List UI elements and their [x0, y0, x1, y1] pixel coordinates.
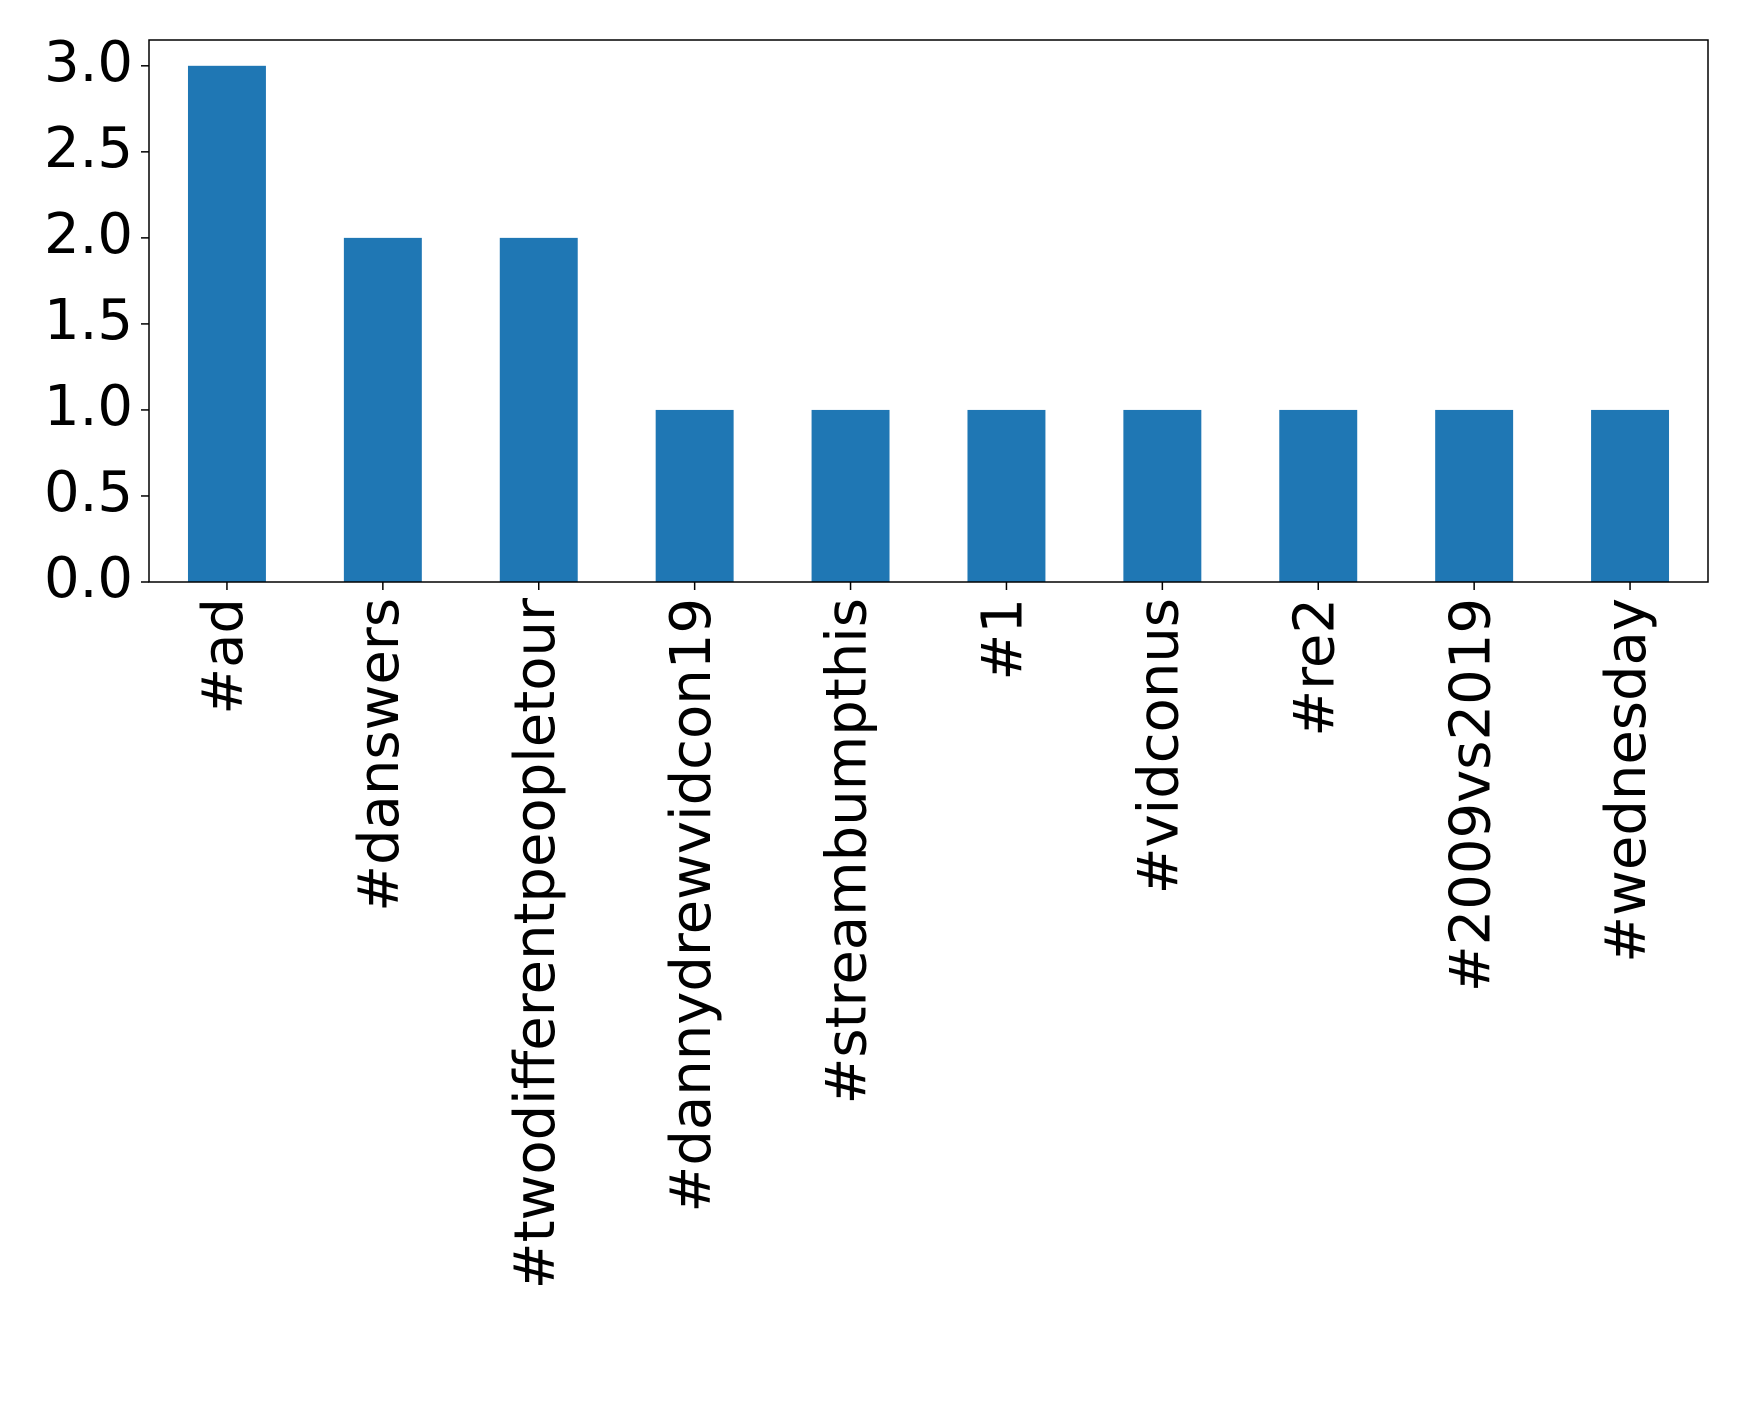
y-tick-label: 2.0 [44, 202, 133, 267]
x-tick-label: #2009vs2019 [1438, 598, 1503, 992]
y-tick-label: 2.5 [44, 116, 133, 181]
bar [1123, 409, 1202, 582]
bar [967, 409, 1046, 582]
bar [1591, 409, 1670, 582]
x-tick-label: #vidconus [1126, 598, 1191, 894]
x-tick-label: #1 [971, 598, 1036, 681]
bar [811, 409, 890, 582]
x-tick-label: #twodifferentpeopletour [503, 597, 568, 1289]
plot-frame [148, 39, 1709, 583]
y-tick-label: 0.5 [44, 460, 133, 525]
y-tick-label: 0.0 [44, 546, 133, 611]
x-tick-label: #streambumpthis [815, 598, 880, 1104]
y-tick-label: 1.5 [44, 288, 133, 353]
x-tick-label: #re2 [1282, 598, 1347, 737]
x-tick-label: #dannydrewvidcon19 [659, 598, 724, 1213]
x-tick-label: #wednesday [1594, 598, 1659, 963]
x-tick-label: #danswers [347, 598, 412, 912]
x-tick-label: #ad [191, 598, 256, 715]
bar [343, 237, 422, 582]
y-tick-label: 3.0 [44, 30, 133, 95]
bar [1279, 409, 1358, 582]
bar [655, 409, 734, 582]
bar [1435, 409, 1514, 582]
bar [499, 237, 578, 582]
bar [187, 65, 266, 583]
y-tick-label: 1.0 [44, 374, 133, 439]
